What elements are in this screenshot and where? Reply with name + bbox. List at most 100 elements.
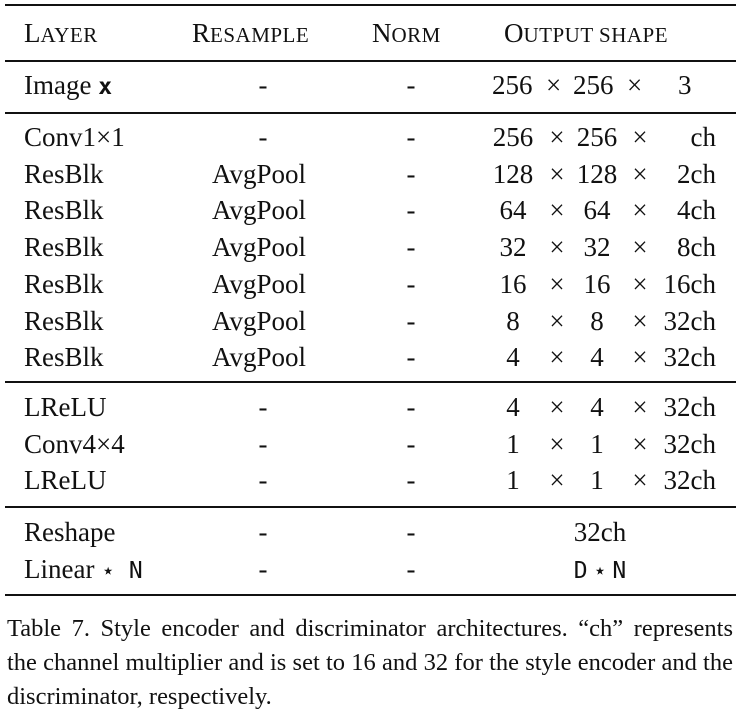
out-channels: 32ch xyxy=(663,428,716,459)
table-row-linear: Linear ⋆ N - - D ⋆ N xyxy=(0,551,739,588)
resample-cell: - xyxy=(258,392,268,422)
out-dim2: 256 xyxy=(573,70,614,100)
norm-cell: - xyxy=(406,428,416,459)
out-times2: × xyxy=(632,122,648,152)
out-times2: × xyxy=(632,232,648,263)
out-channels: 16ch xyxy=(663,268,716,299)
tail-rule xyxy=(5,506,736,508)
out-times2: × xyxy=(632,268,648,299)
out-channels: 2ch xyxy=(677,158,716,189)
out-dim1: 32 xyxy=(499,232,527,263)
out-dim2: 256 xyxy=(576,122,618,152)
table-row: ResBlk AvgPool - 64 × 64 × 4ch xyxy=(0,192,739,229)
norm-cell: - xyxy=(406,465,416,496)
layer-cell: ResBlk xyxy=(24,195,104,226)
resample-cell: - xyxy=(258,465,268,496)
out-dim1: 1 xyxy=(506,465,520,496)
out-times2: × xyxy=(627,70,643,100)
out-times1: × xyxy=(549,342,565,373)
table-row: LReLU - - 1 × 1 × 32ch xyxy=(0,462,739,499)
header-layer: LAYER xyxy=(24,18,98,48)
table-row-reshape: Reshape - - 32ch xyxy=(0,514,739,551)
out-shape-cell: 32ch xyxy=(573,517,627,547)
layer-cell: LReLU xyxy=(24,465,107,496)
out-times1: × xyxy=(549,232,565,263)
layer-cell: Conv4×4 xyxy=(24,428,125,459)
out-dim1: 64 xyxy=(499,195,527,226)
header-resample: RESAMPLE xyxy=(192,18,310,48)
out-channels: 32ch xyxy=(663,342,716,373)
norm-cell: - xyxy=(406,268,416,299)
resample-cell: AvgPool xyxy=(212,342,307,373)
out-times1: × xyxy=(549,122,565,152)
layer-cell: ResBlk xyxy=(24,342,104,373)
out-dim2: 1 xyxy=(590,428,604,459)
norm-cell: - xyxy=(406,158,416,189)
resample-cell: - xyxy=(258,428,268,459)
norm-cell: - xyxy=(406,70,416,100)
layer-cell: ResBlk xyxy=(24,158,104,189)
out-times1: × xyxy=(549,428,565,459)
out-times1: × xyxy=(549,465,565,496)
out-channels: 32ch xyxy=(663,392,716,422)
out-channels: 32ch xyxy=(663,305,716,336)
resample-cell: AvgPool xyxy=(212,305,307,336)
table-row-input: Image x - - 256 × 256 × 3 xyxy=(0,67,739,104)
out-dim2: 8 xyxy=(590,305,604,336)
resample-cell: - xyxy=(258,554,268,584)
table-row: ResBlk AvgPool - 4 × 4 × 32ch xyxy=(0,339,739,376)
norm-cell: - xyxy=(406,554,416,584)
out-times1: × xyxy=(549,392,565,422)
out-times1: × xyxy=(549,195,565,226)
out-channels: 32ch xyxy=(663,465,716,496)
table-row: ResBlk AvgPool - 16 × 16 × 16ch xyxy=(0,266,739,303)
norm-cell: - xyxy=(406,232,416,263)
norm-cell: - xyxy=(406,195,416,226)
layer-cell: Linear ⋆ N xyxy=(24,554,143,584)
out-channels: 4ch xyxy=(677,195,716,226)
out-dim2: 128 xyxy=(576,158,618,189)
table-row: LReLU - - 4 × 4 × 32ch xyxy=(0,389,739,426)
out-dim2: 64 xyxy=(583,195,611,226)
table-caption: Table 7. Style encoder and discriminator… xyxy=(7,615,733,710)
out-times2: × xyxy=(632,428,648,459)
layer-cell: ResBlk xyxy=(24,232,104,263)
out-dim1: 128 xyxy=(492,158,534,189)
top-rule xyxy=(5,4,736,6)
input-rule xyxy=(5,112,736,114)
table-row: Conv4×4 - - 1 × 1 × 32ch xyxy=(0,426,739,463)
resample-cell: - xyxy=(258,517,268,547)
norm-cell: - xyxy=(406,517,416,547)
header-rule xyxy=(5,60,736,62)
out-dim1: 4 xyxy=(506,392,520,422)
out-dim2: 4 xyxy=(590,342,604,373)
out-times1: × xyxy=(549,268,565,299)
resample-cell: AvgPool xyxy=(212,158,307,189)
header-output-shape: OUTPUT SHAPE xyxy=(504,18,669,48)
layer-cell: Conv1×1 xyxy=(24,122,125,152)
out-dim1: 8 xyxy=(506,305,520,336)
out-times2: × xyxy=(632,392,648,422)
resample-cell: - xyxy=(258,122,268,152)
out-dim1: 1 xyxy=(506,428,520,459)
norm-cell: - xyxy=(406,305,416,336)
norm-cell: - xyxy=(406,392,416,422)
out-dim1: 256 xyxy=(492,122,534,152)
out-times1: × xyxy=(549,305,565,336)
resample-cell: AvgPool xyxy=(212,195,307,226)
resample-cell: - xyxy=(258,70,268,100)
out-times1: × xyxy=(549,158,565,189)
out-dim1: 16 xyxy=(499,268,527,299)
out-times2: × xyxy=(632,342,648,373)
out-channels: ch xyxy=(690,122,716,152)
resample-cell: AvgPool xyxy=(212,232,307,263)
layer-cell: LReLU xyxy=(24,392,107,422)
table-row: ResBlk AvgPool - 8 × 8 × 32ch xyxy=(0,303,739,340)
out-dim1: 256 xyxy=(492,70,533,100)
resample-cell: AvgPool xyxy=(212,268,307,299)
out-times2: × xyxy=(632,305,648,336)
out-dim2: 4 xyxy=(590,392,604,422)
out-times2: × xyxy=(632,158,648,189)
table-row: ResBlk AvgPool - 128 × 128 × 2ch xyxy=(0,156,739,193)
out-times2: × xyxy=(632,465,648,496)
